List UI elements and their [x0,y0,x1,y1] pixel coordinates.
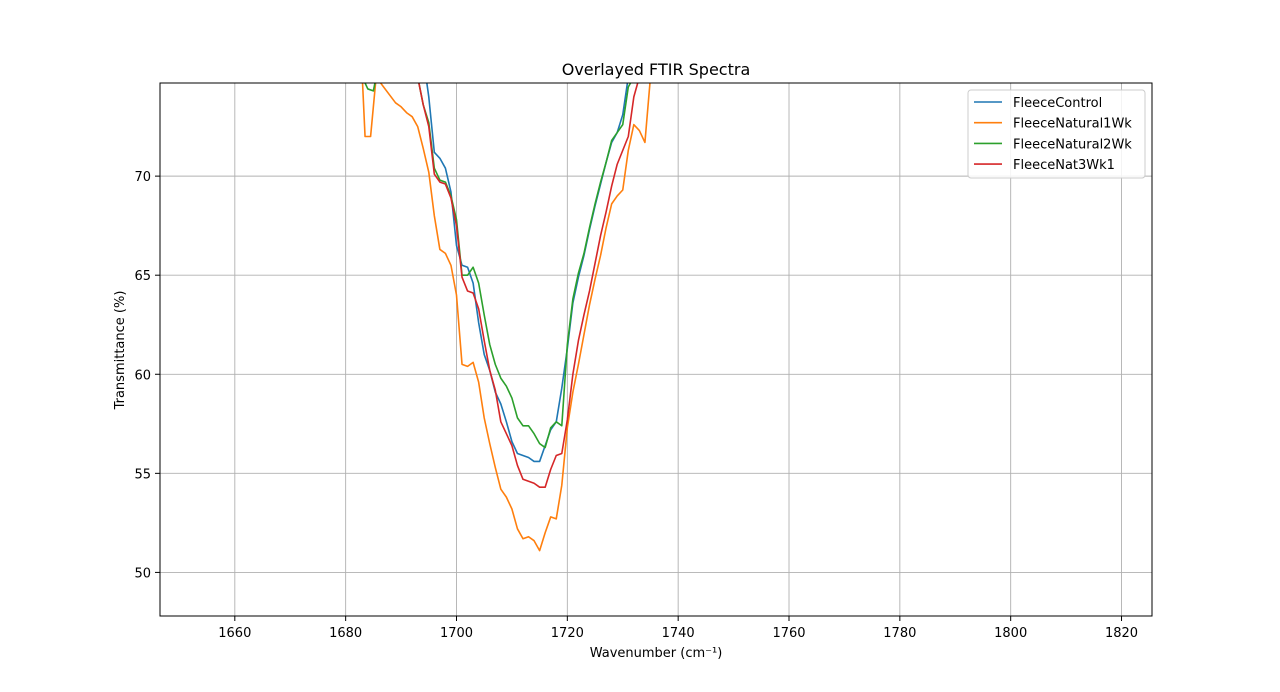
series-lines [361,83,651,552]
series-line-1 [361,83,651,552]
x-tick-label: 1700 [440,626,473,641]
y-tick-label: 60 [134,368,151,383]
series-line-0 [426,83,629,463]
legend-label: FleeceNat3Wk1 [1013,158,1115,173]
legend-label: FleeceNatural2Wk [1013,137,1132,152]
legend-label: FleeceControl [1013,96,1102,111]
x-tick-label: 1760 [772,626,805,641]
x-tick-label: 1800 [994,626,1027,641]
y-tick-label: 65 [134,269,151,284]
y-tick-label: 55 [134,467,151,482]
legend: FleeceControl FleeceNatural1Wk FleeceNatur… [967,89,1146,179]
x-axis-label: Wavenumber (cm⁻¹) [590,646,723,661]
axis-ticks: 1660 1680 1700 1720 1740 1760 1780 1800 1820 50 55… [134,170,1138,641]
series-line-3 [418,83,639,489]
y-tick-label: 70 [134,170,151,185]
x-tick-label: 1740 [662,626,695,641]
plot-frame [159,82,1153,617]
x-tick-label: 1660 [218,626,251,641]
legend-label: FleeceNatural1Wk [1013,117,1132,132]
legend-box [967,89,1146,179]
x-tick-label: 1680 [329,626,362,641]
series-line-2 [364,83,632,449]
x-tick-label: 1720 [551,626,584,641]
x-tick-label: 1780 [883,626,916,641]
y-axis-label: Transmittance (%) [113,291,128,411]
chart-title: Overlayed FTIR Spectra [562,60,751,79]
x-tick-label: 1820 [1105,626,1138,641]
y-tick-label: 50 [134,566,151,581]
